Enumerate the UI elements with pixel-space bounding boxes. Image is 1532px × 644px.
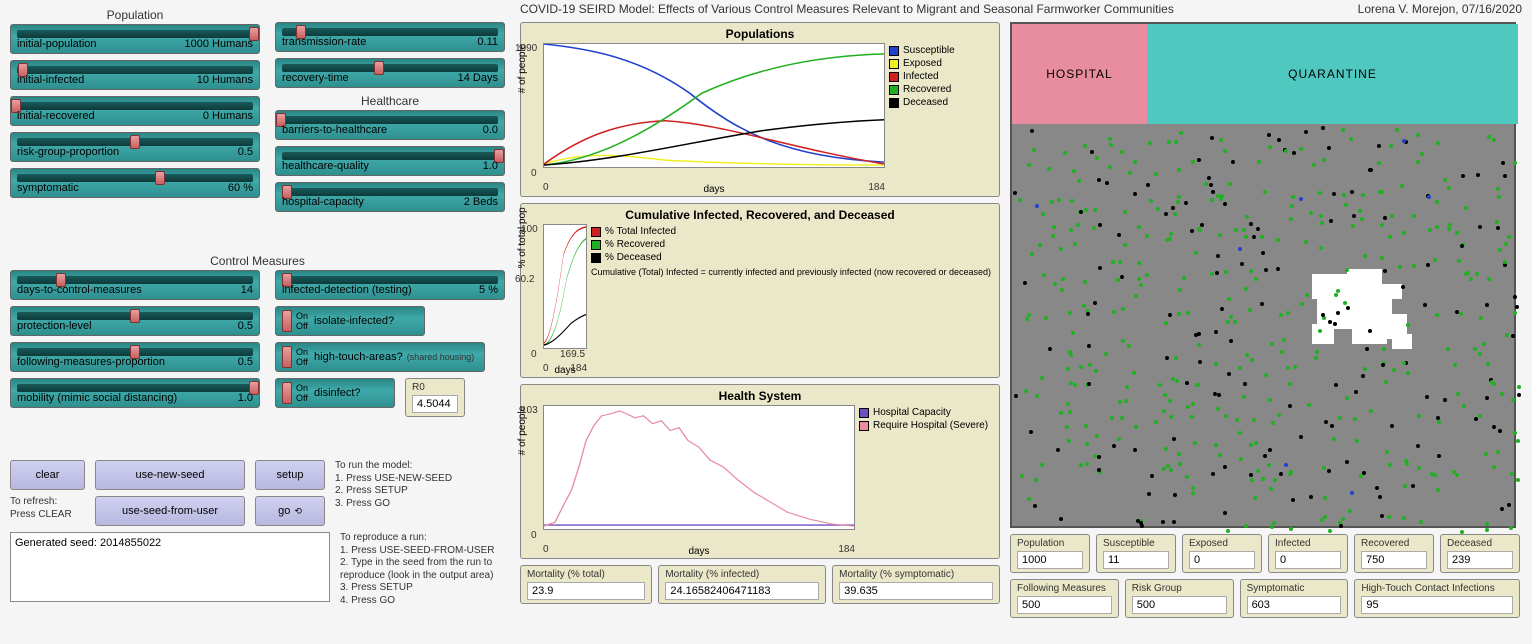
output-area[interactable]: Generated seed: 2014855022 — [10, 532, 330, 602]
plot-cumulative: Cumulative Infected, Recovered, and Dece… — [520, 203, 1000, 378]
monitor-symptomatic: Symptomatic603 — [1240, 579, 1349, 618]
slider-protection-level[interactable]: protection-level 0.5 — [10, 306, 260, 336]
author-label: Lorena V. Morejon, 07/16/2020 — [1358, 2, 1522, 16]
plot-populations: Populations # of people 1090 0 0 184 day… — [520, 22, 1000, 197]
slider-initial-recovered[interactable]: initial-recovered 0 Humans — [10, 96, 260, 126]
help-reproduce: To reproduce a run: 1. Press USE-SEED-FR… — [340, 532, 510, 607]
monitor-mortality-infected: Mortality (% infected) 24.16582406471183 — [658, 565, 826, 604]
forever-icon: ⟲ — [294, 507, 302, 515]
slider-symptomatic[interactable]: symptomatic 60 % — [10, 168, 260, 198]
hospital-zone: HOSPITAL — [1012, 24, 1147, 124]
monitor-infected: Infected0 — [1268, 534, 1348, 573]
monitor-susceptible: Susceptible11 — [1096, 534, 1176, 573]
legend-populations: Susceptible Exposed Infected Recovered D… — [885, 43, 995, 193]
slider-barriers-to-healthcare[interactable]: barriers-to-healthcare 0.0 — [275, 110, 505, 140]
monitor-mortality-symptomatic: Mortality (% symptomatic) 39.635 — [832, 565, 1000, 604]
monitor-mortality-total: Mortality (% total) 23.9 — [520, 565, 652, 604]
quarantine-zone: QUARANTINE — [1147, 24, 1518, 124]
section-healthcare: Healthcare — [275, 94, 505, 108]
use-new-seed-button[interactable]: use-new-seed — [95, 460, 245, 490]
slider-transmission-rate[interactable]: transmission-rate 0.11 — [275, 22, 505, 52]
go-button[interactable]: go⟲ — [255, 496, 325, 526]
slider-infected-detection[interactable]: infected-detection (testing) 5 % — [275, 270, 505, 300]
model-title: COVID-19 SEIRD Model: Effects of Various… — [520, 2, 1174, 16]
plot-health-system: Health System # of people 103 0 0 184 da… — [520, 384, 1000, 559]
switch-isolate-infected[interactable]: OnOff isolate-infected? — [275, 306, 425, 336]
world-view: HOSPITAL QUARANTINE — [1010, 22, 1516, 528]
use-seed-from-user-button[interactable]: use-seed-from-user — [95, 496, 245, 526]
title-bar: COVID-19 SEIRD Model: Effects of Various… — [520, 2, 1522, 16]
switch-disinfect[interactable]: OnOff disinfect? — [275, 378, 395, 408]
slider-days-to-control-measures[interactable]: days-to-control-measures 14 — [10, 270, 260, 300]
monitor-recovered: Recovered750 — [1354, 534, 1434, 573]
clear-button[interactable]: clear — [10, 460, 85, 490]
monitor-exposed: Exposed0 — [1182, 534, 1262, 573]
slider-initial-population[interactable]: initial-population 1000 Humans — [10, 24, 260, 54]
setup-button[interactable]: setup — [255, 460, 325, 490]
slider-following-measures-proportion[interactable]: following-measures-proportion 0.5 — [10, 342, 260, 372]
section-control-measures: Control Measures — [10, 254, 505, 268]
slider-hospital-capacity[interactable]: hospital-capacity 2 Beds — [275, 182, 505, 212]
section-population: Population — [10, 8, 260, 22]
slider-recovery-time[interactable]: recovery-time 14 Days — [275, 58, 505, 88]
legend-health-system: Hospital Capacity Require Hospital (Seve… — [855, 405, 995, 555]
slider-initial-infected[interactable]: initial-infected 10 Humans — [10, 60, 260, 90]
monitor-risk-group: Risk Group500 — [1125, 579, 1234, 618]
switch-high-touch-areas[interactable]: OnOff high-touch-areas? (shared housing) — [275, 342, 485, 372]
monitor-r0: R0 4.5044 — [405, 378, 465, 417]
legend-cumulative: % Total Infected % Recovered % Deceased … — [587, 224, 995, 374]
help-run: To run the model: 1. Press USE-NEW-SEED … — [335, 460, 510, 510]
slider-healthcare-quality[interactable]: healthcare-quality 1.0 — [275, 146, 505, 176]
slider-risk-group-proportion[interactable]: risk-group-proportion 0.5 — [10, 132, 260, 162]
monitor-population: Population1000 — [1010, 534, 1090, 573]
slider-mobility[interactable]: mobility (mimic social distancing) 1.0 — [10, 378, 260, 408]
monitor-deceased: Deceased239 — [1440, 534, 1520, 573]
monitor-high-touch: High-Touch Contact Infections95 — [1354, 579, 1520, 618]
monitor-following-measures: Following Measures500 — [1010, 579, 1119, 618]
help-refresh: To refresh: Press CLEAR — [10, 496, 85, 521]
